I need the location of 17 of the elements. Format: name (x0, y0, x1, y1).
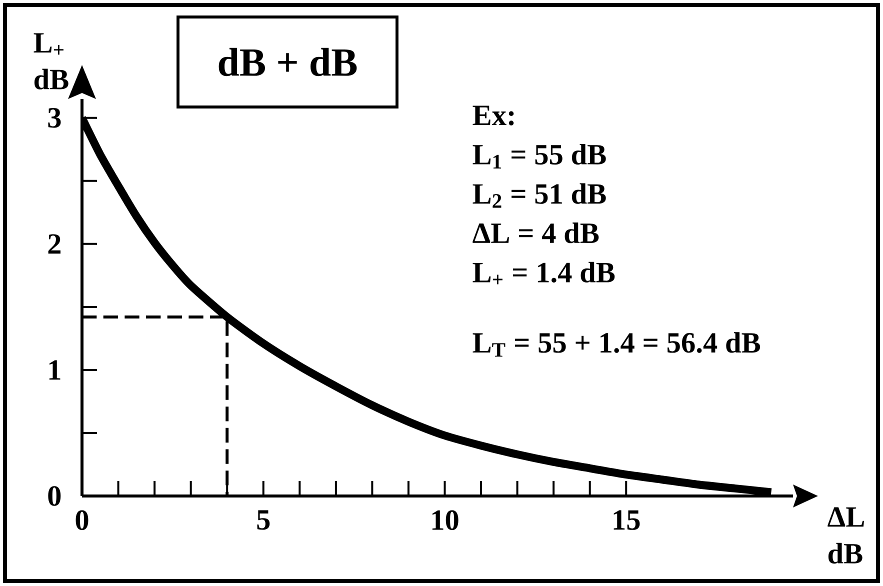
annotation: L$_{T}$ = 55 + 1.4 = 56.4 dB (472, 332, 760, 357)
y-tick-label: 2 (48, 234, 60, 254)
annotation: L$_{+}$ = 1.4 dB (472, 262, 615, 284)
x-tick-label: 0 (76, 510, 88, 530)
annotation: L$_{1}$ = 55 dB (472, 144, 606, 168)
x-axis-title: ΔL dB (828, 507, 864, 564)
x-tick-label: 15 (614, 510, 640, 530)
y-tick-label: 1 (49, 360, 60, 380)
annotation: ΔL = 4 dB (472, 222, 599, 244)
y-tick-label: 0 (48, 486, 61, 506)
annotation: Ex: (472, 106, 514, 126)
x-tick-label: 5 (257, 510, 270, 530)
chart-title: dB + dB (218, 48, 357, 76)
annotation: L$_{2}$ = 51 dB (472, 183, 606, 208)
y-tick-label: 3 (48, 108, 61, 128)
x-tick-label: 10 (432, 510, 458, 530)
y-axis-title: L$_{+}$ dB (34, 33, 68, 90)
